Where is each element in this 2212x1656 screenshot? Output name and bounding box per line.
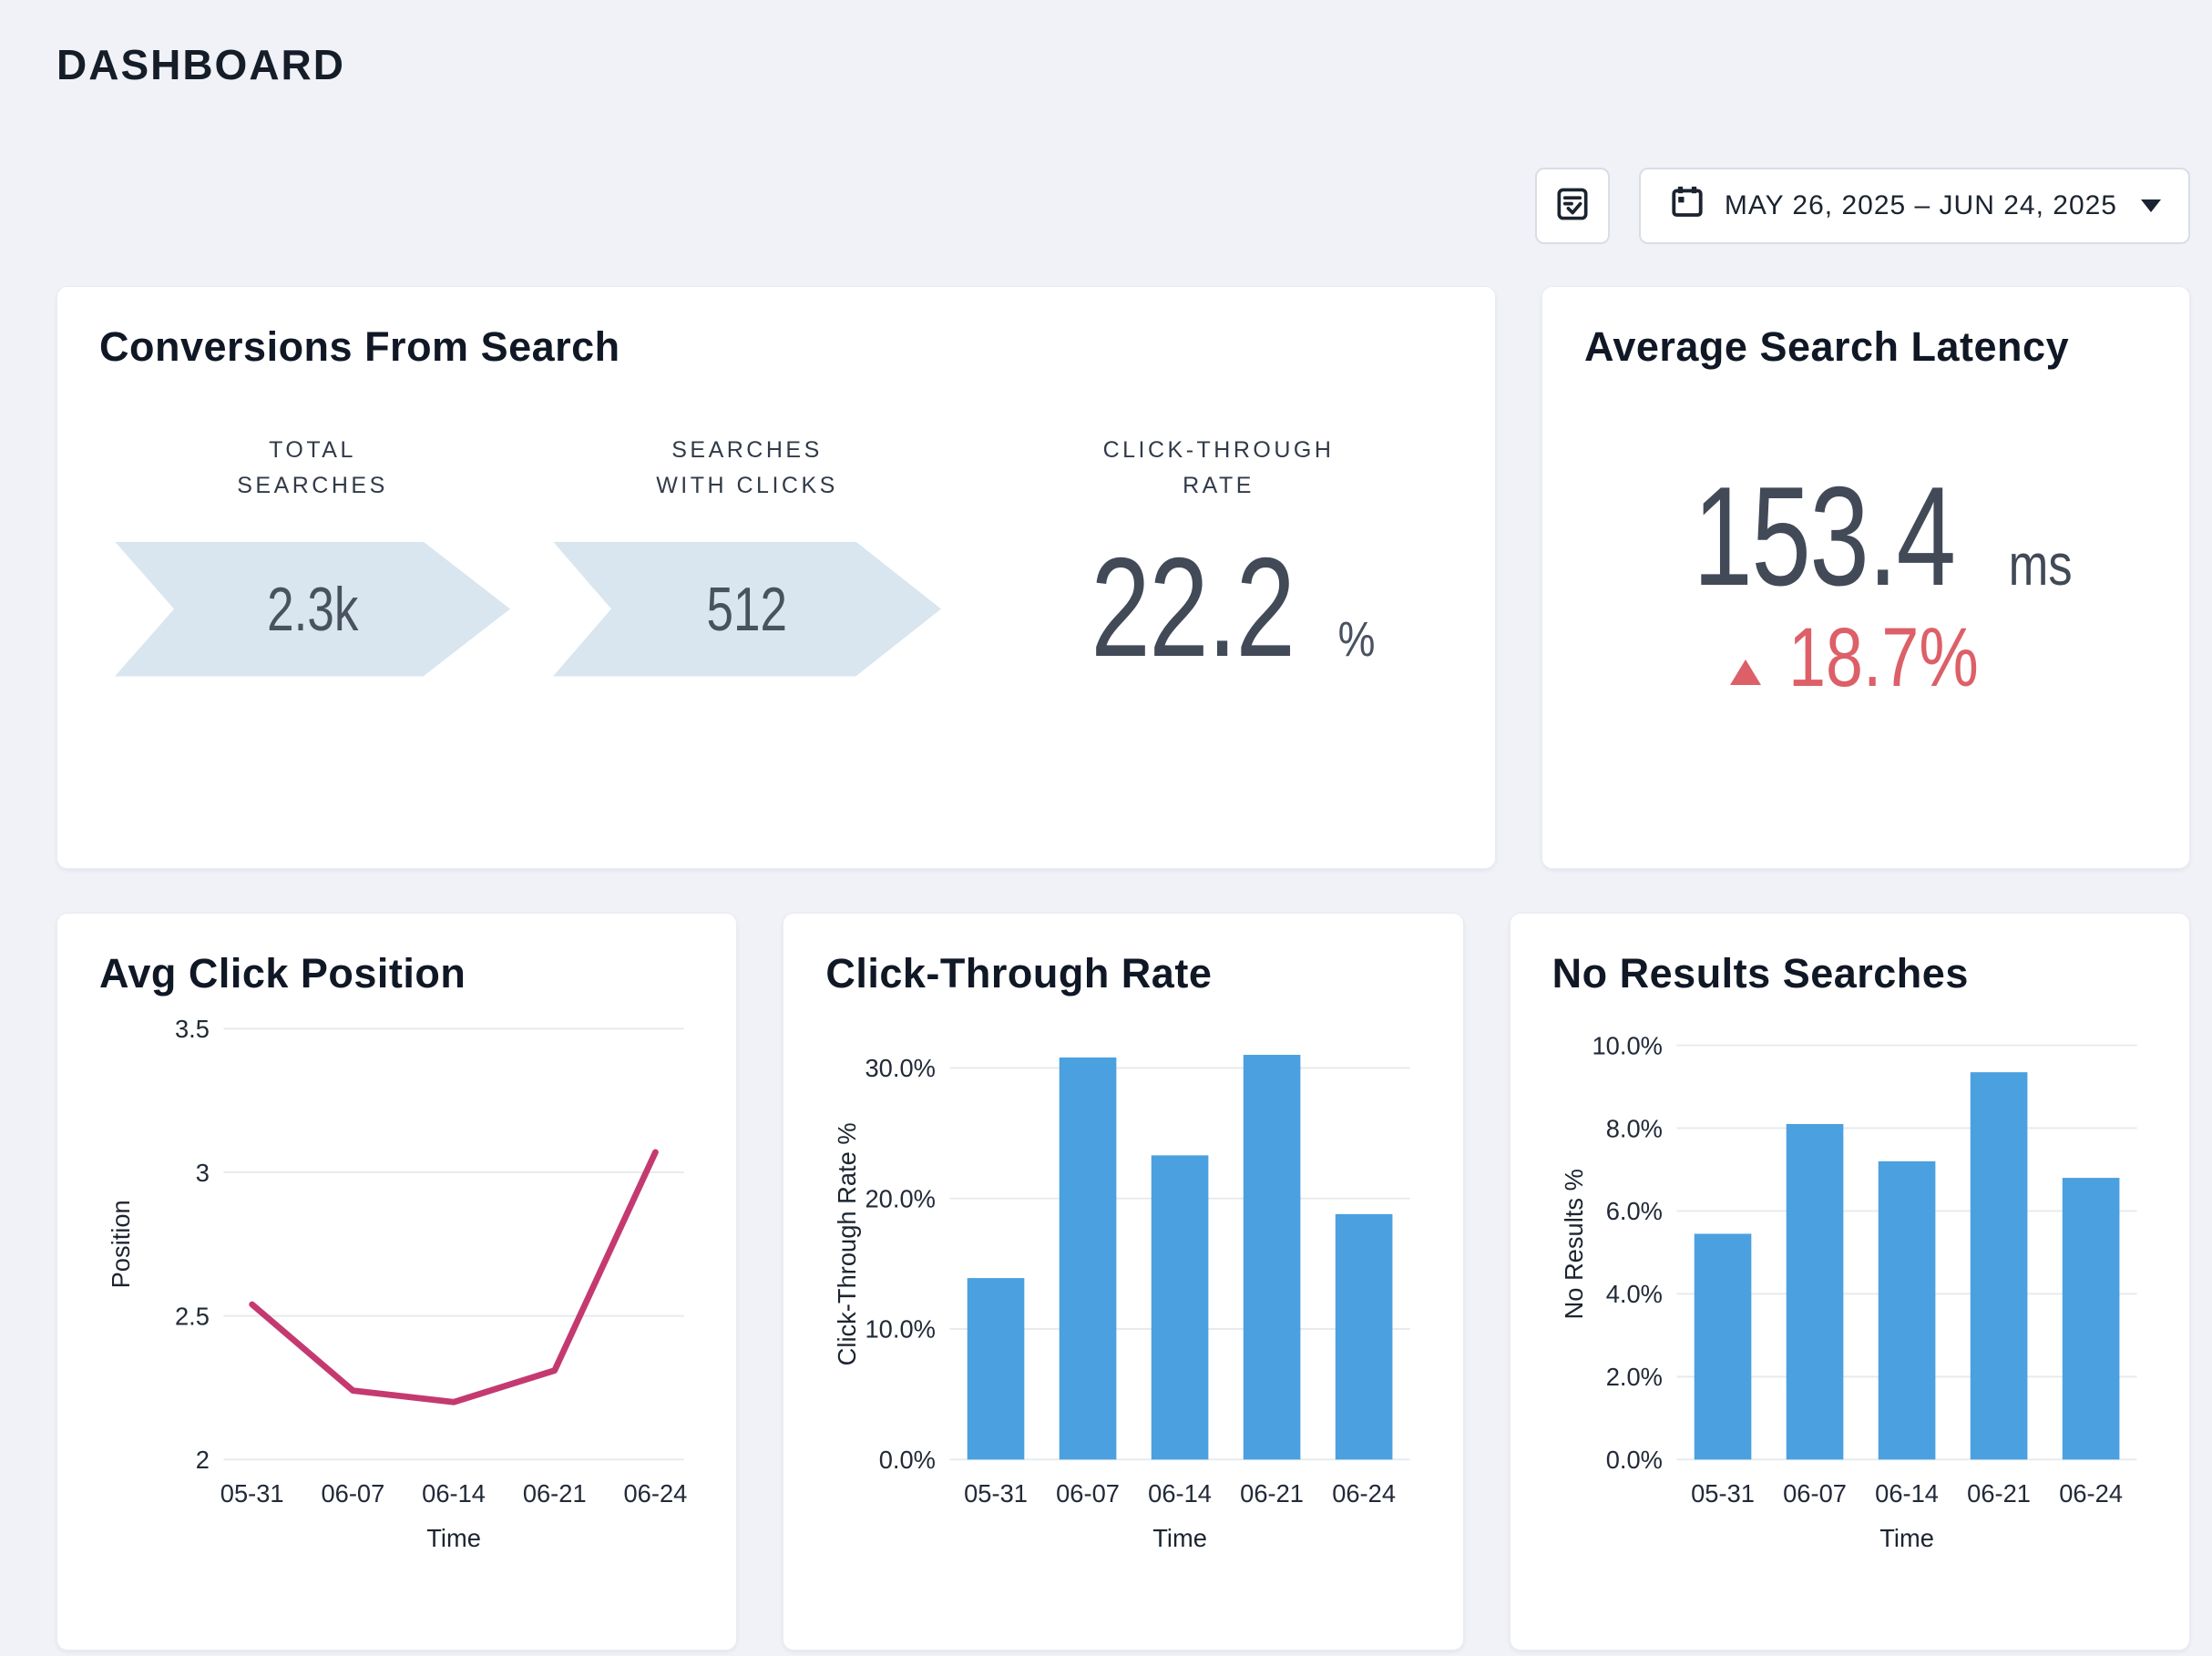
click-through-rate-chart: 0.0% 10.0% 20.0% 30.0% 05-31 06-07 06-14 06-21 0… [825, 1007, 1420, 1613]
y-axis-label: Click-Through Rate % [833, 1122, 861, 1365]
latency-unit: ms [2008, 532, 2073, 598]
funnel-stage-total-searches: TOTAL SEARCHES 2.3k [115, 433, 510, 678]
x-tick-label: 06-24 [1333, 1479, 1397, 1508]
date-range-label: MAY 26, 2025 – JUN 24, 2025 [1724, 190, 2117, 220]
x-tick-label: 06-14 [422, 1479, 486, 1508]
funnel-chevron: 2.3k [115, 541, 510, 677]
x-tick-label: 06-24 [2059, 1479, 2123, 1508]
page-title: DASHBOARD [56, 41, 345, 88]
click_through_rate-svg: 0.0% 10.0% 20.0% 30.0% 05-31 06-07 06-14 06-21 0… [833, 1054, 1410, 1552]
x-tick-label: 05-31 [964, 1479, 1028, 1508]
toolbar: MAY 26, 2025 – JUN 24, 2025 [56, 168, 2190, 244]
x-tick-label: 06-24 [624, 1479, 688, 1508]
no-results-searches-chart: 0.0% 2.0% 4.0% 6.0% 8.0% 10.0% 05-31 06-07 06-14… [1552, 1007, 2147, 1613]
x-axis-label: Time [1879, 1524, 1934, 1552]
y-tick-label: 2.0% [1605, 1363, 1662, 1391]
no_results_searches-svg: 0.0% 2.0% 4.0% 6.0% 8.0% 10.0% 05-31 06-07 06-14… [1560, 1031, 2137, 1552]
calendar-icon [1668, 183, 1706, 229]
y-tick-label: 20.0% [865, 1184, 936, 1212]
caret-down-icon [2141, 199, 2161, 212]
x-tick-label: 06-21 [1967, 1479, 2031, 1508]
click-through-rate-card: Click-Through Rate 0.0% 10.0% 20.0% 30.0% 05… [783, 913, 1464, 1651]
trend-up-icon [1729, 659, 1761, 685]
y-tick-label: 10.0% [1592, 1031, 1662, 1059]
x-tick-label: 06-07 [1056, 1479, 1120, 1508]
y-tick-label: 3.5 [175, 1015, 210, 1043]
bar [1694, 1233, 1752, 1460]
ctr-unit: % [1337, 611, 1376, 667]
ctr-value-row: 22.2 % [984, 537, 1453, 678]
latency-change-row: 18.7% [1729, 611, 2002, 704]
bar [2062, 1178, 2120, 1460]
top-row: Conversions From Search TOTAL SEARCHES 2… [56, 286, 2190, 869]
click-through-rate-title: Click-Through Rate [825, 950, 1213, 997]
report-button[interactable] [1534, 168, 1610, 244]
stage-label: CLICK-THROUGH RATE [1102, 437, 1335, 498]
latency-value: 153.4 [1693, 457, 1957, 615]
funnel-stage-searches-with-clicks: SEARCHES WITH CLICKS 512 [553, 433, 941, 678]
bar [1878, 1160, 1936, 1460]
avg-click-position-title: Avg Click Position [99, 950, 466, 997]
funnel-chevron: 512 [553, 541, 941, 677]
bar [1152, 1155, 1209, 1460]
no-results-searches-title: No Results Searches [1551, 950, 1969, 997]
latency-change-value: 18.7% [1787, 611, 1979, 704]
x-tick-label: 06-07 [1783, 1479, 1847, 1508]
y-tick-label: 0.0% [879, 1446, 936, 1474]
line-series [249, 1149, 659, 1406]
x-tick-label: 06-14 [1148, 1479, 1212, 1508]
date-range-button[interactable]: MAY 26, 2025 – JUN 24, 2025 [1638, 168, 2190, 244]
stage-value: 2.3k [266, 574, 359, 644]
x-tick-label: 06-14 [1875, 1479, 1939, 1508]
stage-label: SEARCHES WITH CLICKS [656, 437, 838, 498]
latency-value-row: 153.4 ms [1652, 465, 2079, 607]
conversions-card-title: Conversions From Search [99, 323, 620, 370]
x-axis-label: Time [426, 1524, 481, 1552]
no-results-searches-card: No Results Searches 0.0% 2.0% 4.0% 6.0% 8.0%… [1509, 913, 2190, 1651]
funnel-stage-click-through-rate: CLICK-THROUGH RATE 22.2 % [984, 433, 1453, 678]
bottom-row: Avg Click Position 2 2.5 3 3.5 05-31 06-07 06-… [56, 913, 2190, 1651]
latency-body: 153.4 ms 18.7% [1584, 465, 2147, 700]
bar [968, 1278, 1025, 1460]
y-tick-label: 4.0% [1605, 1280, 1662, 1308]
ctr-value: 22.2 [1090, 527, 1295, 686]
y-tick-label: 10.0% [865, 1315, 936, 1344]
y-axis-label: Position [107, 1200, 135, 1288]
stage-value: 512 [706, 574, 788, 644]
bar [1244, 1055, 1301, 1460]
x-axis-label: Time [1153, 1524, 1208, 1552]
y-tick-label: 8.0% [1605, 1114, 1662, 1142]
y-axis-label: No Results % [1560, 1169, 1588, 1319]
x-tick-label: 06-21 [1241, 1479, 1305, 1508]
x-tick-label: 06-07 [321, 1479, 384, 1508]
y-tick-label: 0.0% [1605, 1446, 1662, 1474]
latency-card-title: Average Search Latency [1584, 323, 2070, 370]
x-tick-label: 05-31 [220, 1479, 284, 1508]
bar [1336, 1213, 1393, 1460]
stage-label: TOTAL SEARCHES [237, 437, 388, 498]
bar [1970, 1072, 2028, 1460]
y-tick-label: 3 [196, 1159, 210, 1187]
avg_click_position-svg: 2 2.5 3 3.5 05-31 06-07 06-14 06-21 06-24 Time Pos… [107, 1015, 688, 1552]
x-tick-label: 05-31 [1691, 1479, 1755, 1508]
y-tick-label: 2.5 [175, 1302, 210, 1330]
y-tick-label: 2 [196, 1446, 210, 1474]
bar [1060, 1057, 1117, 1460]
conversions-funnel: TOTAL SEARCHES 2.3k SEARCHES WITH CLICKS… [115, 433, 1453, 678]
fact-check-icon [1552, 184, 1592, 229]
bar [1786, 1123, 1844, 1460]
conversions-card: Conversions From Search TOTAL SEARCHES 2… [56, 286, 1496, 869]
y-tick-label: 6.0% [1605, 1197, 1662, 1225]
x-tick-label: 06-21 [523, 1479, 587, 1508]
avg-click-position-card: Avg Click Position 2 2.5 3 3.5 05-31 06-07 06-… [56, 913, 738, 1651]
avg-click-position-chart: 2 2.5 3 3.5 05-31 06-07 06-14 06-21 06-24 Time Pos… [99, 1007, 694, 1613]
latency-card: Average Search Latency 153.4 ms 18.7% [1541, 286, 2190, 869]
y-tick-label: 30.0% [865, 1054, 936, 1082]
